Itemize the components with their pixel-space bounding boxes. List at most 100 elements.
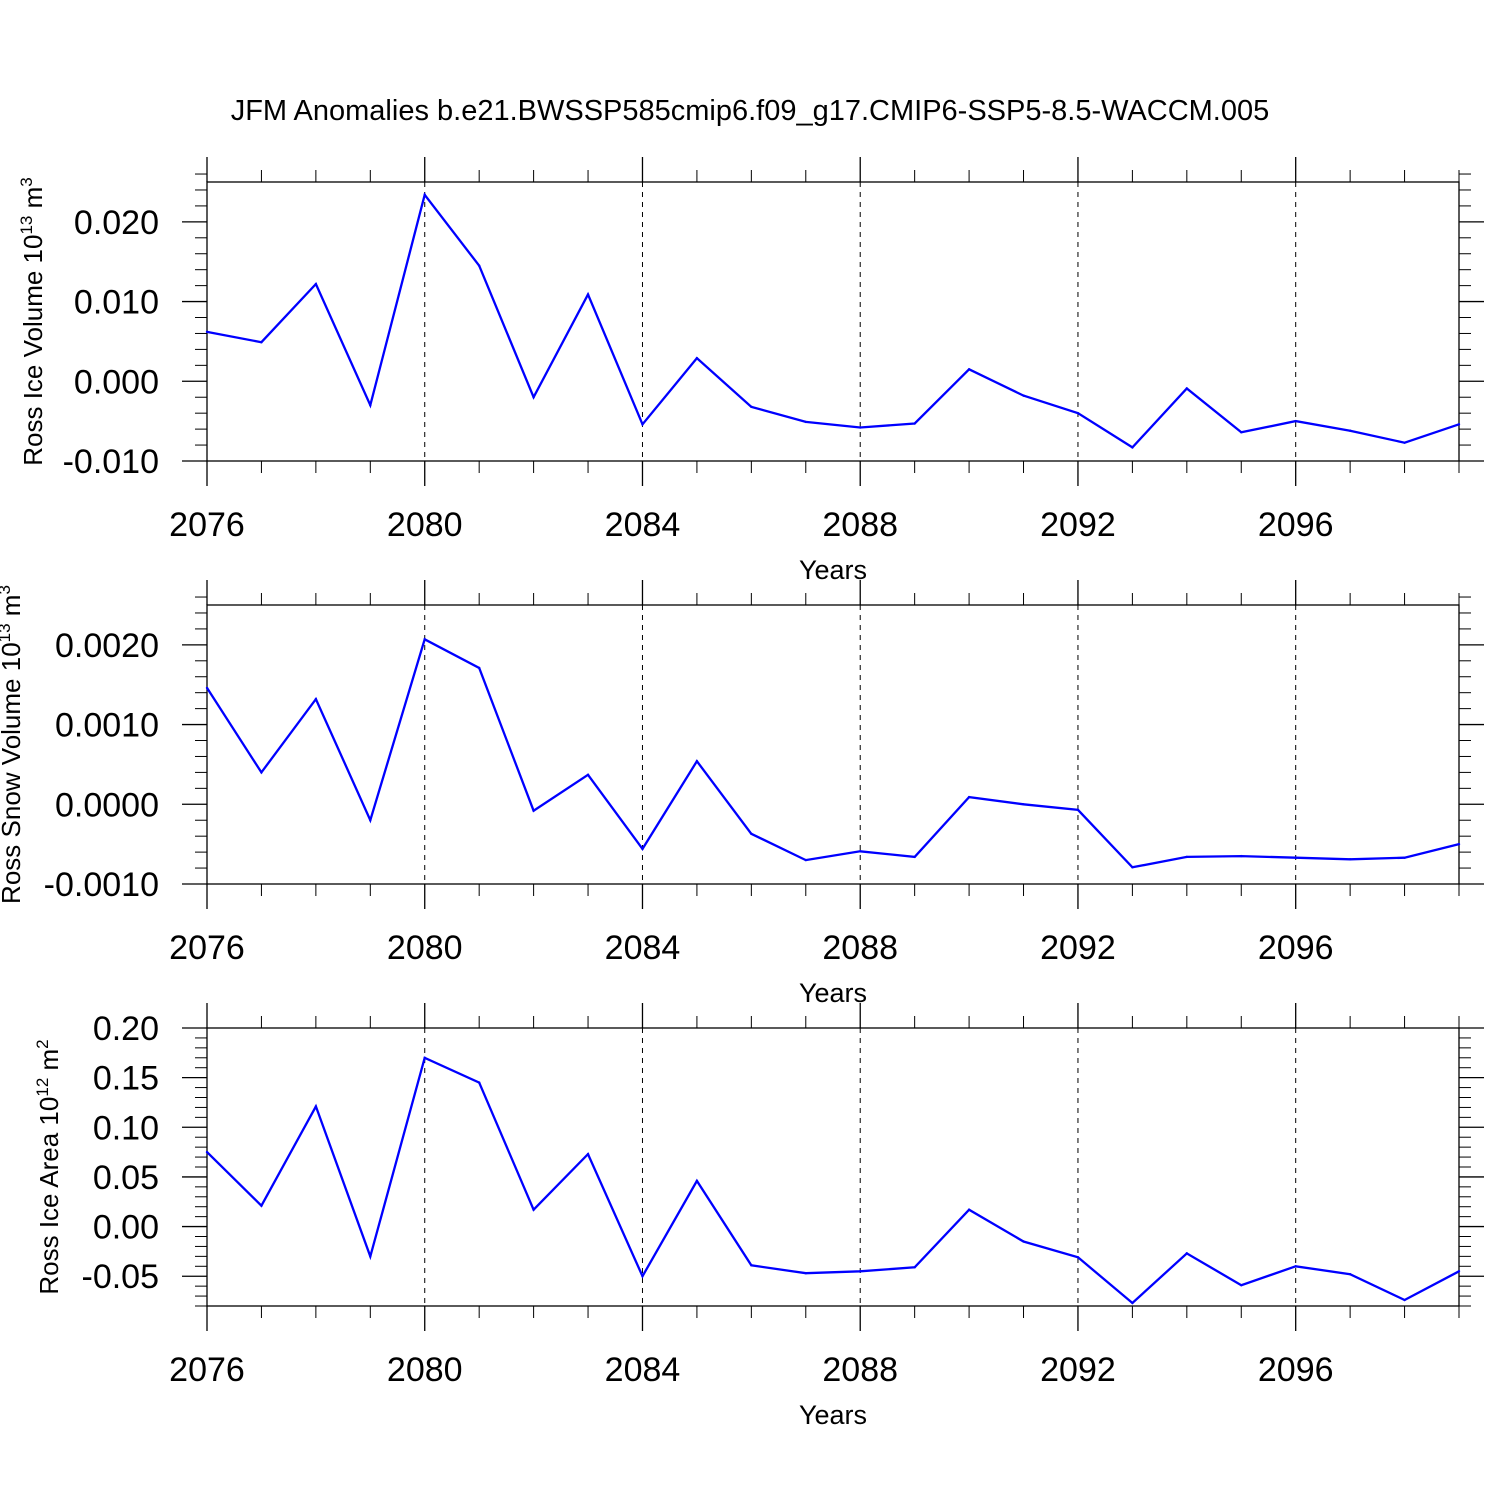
data-point xyxy=(1076,411,1080,415)
x-tick-label: 2084 xyxy=(605,506,681,544)
data-point xyxy=(1185,1252,1189,1255)
data-point xyxy=(1131,866,1134,869)
data-point xyxy=(477,264,481,267)
y-tick-label: 0.020 xyxy=(74,204,159,242)
y-tick-label: 0.0000 xyxy=(55,786,159,824)
data-point xyxy=(1348,429,1352,432)
data-point xyxy=(205,330,209,334)
data-point xyxy=(205,1150,209,1154)
data-point xyxy=(1185,387,1189,390)
data-point xyxy=(967,368,971,371)
data-point xyxy=(1403,441,1406,444)
y-axis-title-superscript: 3 xyxy=(0,585,14,594)
data-point xyxy=(586,293,590,296)
x-axis-title: Years xyxy=(799,1400,867,1430)
panels: 2076 2080 2084 2088 2092 2096 -0.010 0.000 0.010… xyxy=(0,157,1484,1430)
x-tick-label: 2084 xyxy=(605,929,681,967)
series-line xyxy=(206,637,1460,869)
data-point xyxy=(1022,394,1025,397)
chart-panel-2: 2076 2080 2084 2088 2092 2096 -0.0010 0.0000 0.0… xyxy=(0,580,1484,1008)
y-tick-label: -0.05 xyxy=(82,1258,160,1296)
y-axis-title: Ross Ice Volume 1013 m3 xyxy=(17,177,48,466)
data-point xyxy=(586,773,590,776)
data-point xyxy=(750,405,753,408)
y-axis-title-superscript: 13 xyxy=(17,216,36,235)
y-tick-label: 0.20 xyxy=(93,1010,159,1048)
data-point xyxy=(477,666,481,670)
data-point xyxy=(1294,1265,1297,1268)
data-point xyxy=(260,341,263,344)
x-tick-label: 2076 xyxy=(169,929,245,967)
data-point xyxy=(859,1270,862,1273)
data-point xyxy=(532,1208,535,1211)
y-tick-label: 0.0010 xyxy=(55,707,159,745)
x-tick-label: 2088 xyxy=(822,1351,898,1389)
data-point xyxy=(913,855,916,859)
y-tick-label: 0.05 xyxy=(93,1159,159,1197)
data-point xyxy=(750,1264,753,1267)
data-point xyxy=(205,686,209,690)
data-point xyxy=(314,697,318,701)
data-point xyxy=(314,282,318,286)
data-point xyxy=(477,1081,481,1084)
data-point xyxy=(260,771,263,774)
data-point xyxy=(641,847,644,851)
data-point xyxy=(1076,808,1080,812)
data-point xyxy=(1240,1283,1243,1287)
data-point xyxy=(695,356,699,360)
data-point xyxy=(859,850,862,853)
x-tick-label: 2088 xyxy=(822,929,898,967)
data-point xyxy=(804,858,807,862)
x-tick-label: 2092 xyxy=(1040,929,1116,967)
data-point xyxy=(695,1179,699,1183)
data-point xyxy=(804,1272,807,1275)
x-tick-label: 2092 xyxy=(1040,1351,1116,1389)
y-axis-title-text: Ross Snow Volume 10 xyxy=(0,642,26,904)
y-axis-title-superscript: 13 xyxy=(0,623,14,642)
data-point xyxy=(641,1275,644,1278)
figure-title: JFM Anomalies b.e21.BWSSP585cmip6.f09_g1… xyxy=(231,95,1270,127)
data-point xyxy=(967,795,971,799)
data-point xyxy=(423,1056,426,1059)
y-axis-title-text: Ross Ice Volume 10 xyxy=(18,235,48,466)
data-point xyxy=(586,1152,590,1156)
y-tick-label: -0.0010 xyxy=(44,866,159,904)
y-tick-label: -0.010 xyxy=(63,443,159,481)
y-tick-label: 0.10 xyxy=(93,1109,159,1147)
y-axis-title-superscript: 12 xyxy=(33,1078,52,1097)
y-tick-label: 0.010 xyxy=(74,284,159,322)
data-point xyxy=(369,404,372,407)
data-point xyxy=(1403,1298,1406,1302)
data-point xyxy=(859,426,862,429)
plot-frame xyxy=(206,181,1460,462)
x-tick-label: 2080 xyxy=(387,506,463,544)
x-axis-title: Years xyxy=(799,555,867,585)
chart-panel-1: 2076 2080 2084 2088 2092 2096 -0.010 0.000 0.010… xyxy=(17,157,1484,585)
x-tick-label: 2092 xyxy=(1040,506,1116,544)
data-point xyxy=(804,420,807,424)
data-point xyxy=(1240,431,1243,434)
data-point xyxy=(641,423,644,426)
data-point xyxy=(1403,856,1406,859)
y-axis-title-text: m xyxy=(18,187,48,216)
data-point xyxy=(1185,855,1189,859)
data-point xyxy=(314,1105,318,1108)
x-tick-label: 2096 xyxy=(1258,929,1334,967)
y-axis-title: Ross Ice Area 1012 m2 xyxy=(33,1039,64,1294)
y-axis-title-superscript: 3 xyxy=(17,177,36,186)
x-tick-label: 2080 xyxy=(387,1351,463,1389)
y-axis-title-text: Ross Ice Area 10 xyxy=(34,1097,64,1295)
data-point xyxy=(1348,1273,1352,1276)
data-point xyxy=(1457,423,1461,426)
y-axis-title-superscript: 2 xyxy=(33,1039,52,1048)
y-tick-label: 0.0020 xyxy=(55,627,159,665)
data-point xyxy=(369,819,372,822)
y-axis-title-text: m xyxy=(0,595,26,624)
data-point xyxy=(260,1204,263,1207)
data-point xyxy=(423,638,426,641)
y-axis-title-text: m xyxy=(34,1049,64,1078)
data-point xyxy=(1240,854,1243,858)
data-point xyxy=(967,1208,971,1211)
x-tick-label: 2076 xyxy=(169,506,245,544)
data-point xyxy=(1348,858,1352,861)
